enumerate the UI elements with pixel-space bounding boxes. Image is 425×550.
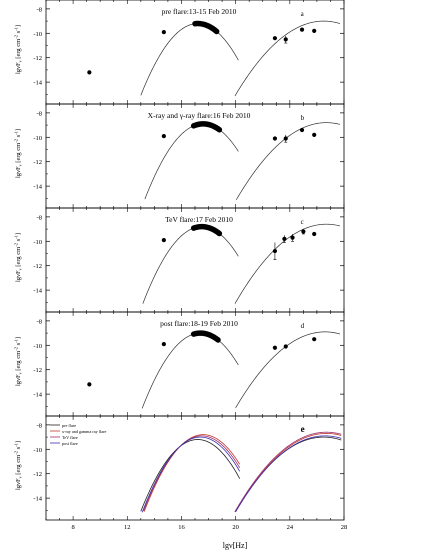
legend-label: x-ray and gamma ray flare bbox=[62, 429, 107, 434]
panel-e: -8 -10 -12 -14 lgνFν [erg cm-2 s-1] e pre flar… bbox=[14, 415, 345, 521]
data-point bbox=[312, 28, 317, 33]
model-curve-sync bbox=[143, 435, 241, 512]
panel-title: TeV flare:17 Feb 2010 bbox=[165, 215, 233, 224]
model-curve-sync bbox=[140, 439, 241, 512]
x-tick-label: 12 bbox=[124, 524, 131, 531]
y-axis-label: lgνFν [erg cm-2 s-1] bbox=[14, 441, 23, 490]
y-tick-label: -14 bbox=[33, 288, 42, 295]
y-tick-label: -8 bbox=[37, 6, 42, 13]
data-point bbox=[283, 37, 288, 42]
x-tick-label: 24 bbox=[287, 524, 294, 531]
panel-d: -8 -10 -12 -14 lgνFν [erg cm-2 s-1] post flar… bbox=[14, 311, 345, 417]
y-axis-label: lgνFν [erg cm-2 s-1] bbox=[14, 25, 23, 74]
model-curve-sync bbox=[143, 434, 241, 512]
y-tick-label: -10 bbox=[33, 239, 42, 246]
x-tick-label: 28 bbox=[341, 524, 348, 531]
data-point bbox=[290, 235, 295, 240]
y-tick-label: -10 bbox=[33, 31, 42, 38]
synchrotron-curve bbox=[140, 23, 239, 96]
panel-title: post flare:18-19 Feb 2010 bbox=[160, 319, 238, 328]
legend-label: TeV flare bbox=[62, 435, 78, 440]
data-point bbox=[87, 382, 92, 387]
x-tick-label: 16 bbox=[178, 524, 185, 531]
data-point bbox=[282, 236, 287, 241]
panel-letter: d bbox=[301, 322, 305, 330]
y-tick-label: -12 bbox=[33, 159, 42, 166]
data-point bbox=[312, 337, 317, 342]
model-curve-ic bbox=[234, 431, 342, 512]
panel-c: -8 -10 -12 -14 lgνFν [erg cm-2 s-1] TeV flare… bbox=[14, 207, 345, 313]
panel-letter: b bbox=[301, 114, 305, 122]
y-tick-label: -12 bbox=[33, 263, 42, 270]
panels-group: -8 -10 -12 -14 lgνFν [erg cm-2 s-1] pre flare… bbox=[14, 0, 348, 531]
model-curve-ic bbox=[235, 433, 342, 512]
y-tick-label: -10 bbox=[33, 447, 42, 454]
xray-data-band bbox=[190, 330, 221, 343]
x-tick-label: 8 bbox=[71, 524, 74, 531]
data-point bbox=[272, 248, 278, 254]
panel-letter: a bbox=[301, 10, 305, 18]
legend-label: pre flare bbox=[62, 423, 76, 428]
panel-title: X-ray and γ-ray flare:16 Feb 2010 bbox=[148, 111, 251, 120]
data-point bbox=[87, 70, 92, 75]
y-tick-label: -8 bbox=[37, 318, 42, 325]
data-point bbox=[161, 133, 166, 139]
y-tick-label: -8 bbox=[37, 110, 42, 117]
data-point bbox=[301, 229, 306, 234]
x-axis-label: lgν[Hz] bbox=[223, 541, 248, 550]
x-tick-label: 20 bbox=[232, 524, 239, 531]
synchrotron-curve bbox=[144, 123, 239, 200]
legend-label: post flare bbox=[62, 441, 78, 446]
data-point bbox=[299, 127, 305, 133]
data-point bbox=[272, 36, 278, 41]
model-curve-ic bbox=[235, 435, 342, 513]
data-point bbox=[272, 345, 278, 350]
xray-data-band bbox=[190, 223, 223, 237]
y-tick-label: -12 bbox=[33, 55, 42, 62]
model-curve-ic bbox=[234, 436, 342, 513]
y-tick-label: -14 bbox=[33, 392, 42, 399]
data-point bbox=[161, 341, 166, 347]
data-point bbox=[312, 231, 317, 237]
y-tick-label: -10 bbox=[33, 135, 42, 142]
synchrotron-curve bbox=[141, 332, 239, 409]
data-point bbox=[272, 136, 278, 141]
data-point bbox=[161, 237, 166, 243]
y-axis-label: lgνFν [erg cm-2 s-1] bbox=[14, 337, 23, 386]
y-tick-label: -10 bbox=[33, 343, 42, 350]
inverse-compton-curve bbox=[234, 20, 341, 97]
panel-title: pre flare:13-15 Feb 2010 bbox=[162, 7, 237, 16]
data-point bbox=[283, 344, 288, 349]
y-axis-label: lgνFν [erg cm-2 s-1] bbox=[14, 129, 23, 178]
data-point bbox=[312, 132, 317, 137]
panel-letter: c bbox=[301, 218, 304, 226]
y-tick-label: -14 bbox=[33, 80, 42, 87]
y-tick-label: -12 bbox=[33, 471, 42, 478]
inverse-compton-curve bbox=[235, 331, 341, 409]
y-tick-label: -8 bbox=[37, 422, 42, 429]
data-point bbox=[299, 27, 305, 32]
xray-data-band bbox=[192, 20, 220, 35]
y-tick-label: -12 bbox=[33, 367, 42, 374]
y-axis-label: lgνFν [erg cm-2 s-1] bbox=[14, 233, 23, 282]
data-point bbox=[161, 29, 166, 35]
model-curve-sync bbox=[141, 436, 241, 513]
inverse-compton-curve bbox=[236, 122, 341, 200]
y-tick-label: -14 bbox=[33, 496, 42, 503]
panel-a: -8 -10 -12 -14 lgνFν [erg cm-2 s-1] pre flare… bbox=[14, 0, 345, 105]
y-tick-label: -14 bbox=[33, 184, 42, 191]
synchrotron-curve bbox=[142, 226, 239, 304]
panel-letter: e bbox=[301, 424, 305, 434]
inverse-compton-curve bbox=[234, 223, 341, 304]
data-point bbox=[283, 136, 288, 141]
xray-data-band bbox=[190, 121, 223, 133]
panel-b: -8 -10 -12 -14 lgνFν [erg cm-2 s-1] X-ray and… bbox=[14, 103, 345, 209]
y-tick-label: -8 bbox=[37, 214, 42, 221]
